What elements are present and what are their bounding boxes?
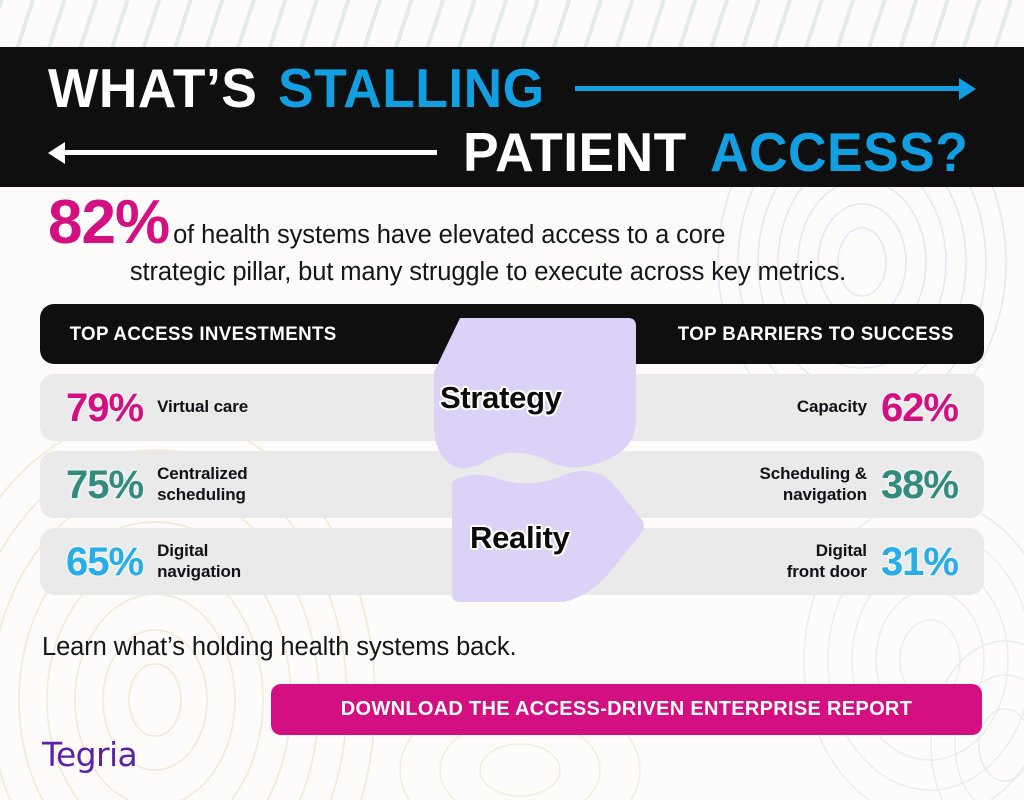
stat-value-left: 75%	[64, 462, 145, 507]
headline-word-access: ACCESS?	[709, 121, 969, 183]
stat-value-left: 65%	[64, 539, 145, 584]
row-right-group: Capacity 62%	[796, 385, 961, 430]
stat-label-left: Virtual care	[157, 397, 249, 417]
stat-label-right: Scheduling & navigation	[759, 464, 868, 504]
table-row: 79% Virtual care Capacity 62%	[40, 374, 984, 441]
table-row: 65% Digital navigation Digital front door …	[40, 528, 984, 595]
arrow-right-icon	[574, 77, 976, 100]
comparison-table: TOP ACCESS INVESTMENTS TOP BARRIERS TO S…	[40, 304, 984, 595]
table-column-headers: TOP ACCESS INVESTMENTS TOP BARRIERS TO S…	[40, 304, 984, 364]
column-header-barriers: TOP BARRIERS TO SUCCESS	[678, 322, 955, 345]
stat-label-right: Digital front door	[786, 541, 867, 581]
intro-text-line-2: strategic pillar, but many struggle to e…	[129, 258, 847, 286]
headline-line-2: PATIENT ACCESS?	[48, 125, 976, 180]
row-left-group: 79% Virtual care	[64, 385, 249, 430]
stat-value-right: 31%	[879, 539, 960, 584]
stat-label-left: Digital navigation	[157, 541, 242, 581]
tegria-logo: Tegria	[42, 735, 138, 774]
row-left-group: 65% Digital navigation	[64, 539, 242, 584]
header-banner: WHAT’S STALLING PATIENT ACCESS?	[0, 47, 1024, 187]
cta-supporting-text: Learn what’s holding health systems back…	[42, 633, 517, 661]
intro-text-line-1: of health systems have elevated access t…	[173, 221, 726, 249]
row-right-group: Digital front door 31%	[786, 539, 961, 584]
headline-line-1: WHAT’S STALLING	[48, 61, 976, 116]
headline-word-patient: PATIENT	[463, 121, 687, 183]
row-right-group: Scheduling & navigation 38%	[759, 462, 961, 507]
intro-first-row: 82% of health systems have elevated acce…	[48, 192, 978, 254]
headline-stat-82: 82%	[48, 188, 170, 257]
stat-value-left: 79%	[64, 385, 145, 430]
stat-label-right: Capacity	[796, 397, 867, 417]
column-header-investments: TOP ACCESS INVESTMENTS	[69, 322, 337, 345]
arrow-left-icon	[48, 141, 438, 164]
headline-word-whats: WHAT’S	[48, 57, 258, 119]
download-report-button[interactable]: DOWNLOAD THE ACCESS-DRIVEN ENTERPRISE RE…	[271, 684, 982, 735]
stat-value-right: 62%	[879, 385, 960, 430]
diagonal-lines-texture	[0, 0, 1024, 50]
stat-value-right: 38%	[879, 462, 960, 507]
stat-label-left: Centralized scheduling	[157, 464, 248, 504]
headline-word-stalling: STALLING	[277, 57, 545, 119]
row-left-group: 75% Centralized scheduling	[64, 462, 248, 507]
intro-statement: 82% of health systems have elevated acce…	[48, 192, 978, 289]
table-row: 75% Centralized scheduling Scheduling & na…	[40, 451, 984, 518]
